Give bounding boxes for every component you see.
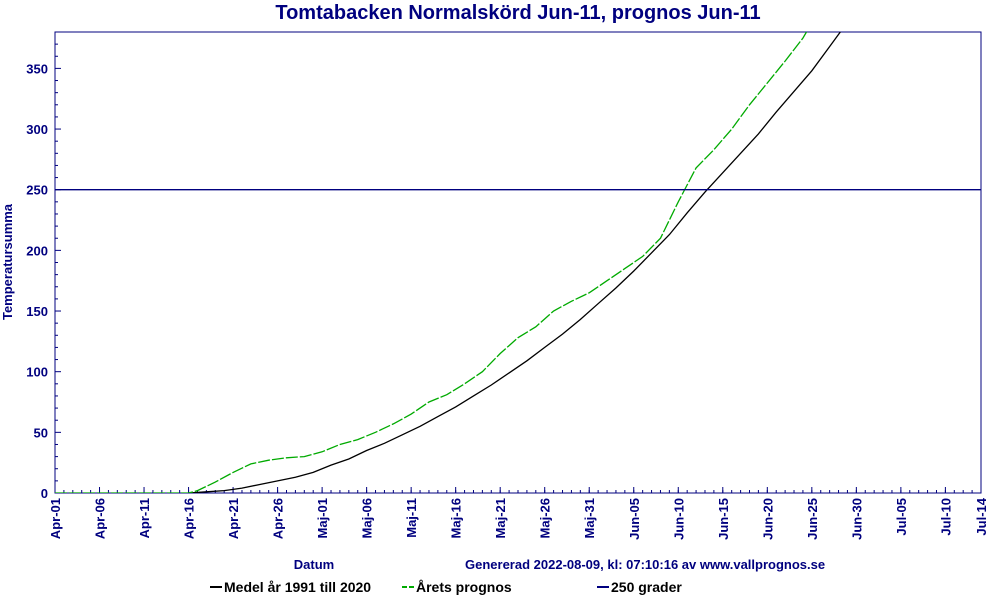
x-tick-label: Apr-26 bbox=[271, 498, 286, 539]
legend: Medel år 1991 till 2020 Årets prognos 250 … bbox=[210, 579, 682, 595]
legend-label: Medel år 1991 till 2020 bbox=[224, 579, 371, 595]
x-tick-label: Jun-25 bbox=[805, 498, 820, 540]
x-tick-label: Maj-31 bbox=[582, 498, 597, 538]
series-line-0 bbox=[188, 32, 842, 493]
y-tick-label: 250 bbox=[26, 183, 48, 198]
x-tick-label: Maj-01 bbox=[315, 498, 330, 538]
plot-area bbox=[54, 31, 982, 494]
x-tick-label: Apr-16 bbox=[182, 498, 197, 539]
series-layer bbox=[55, 32, 981, 493]
x-tick-label: Jun-30 bbox=[849, 498, 864, 540]
x-tick-label: Jun-15 bbox=[716, 498, 731, 540]
x-tick-label: Apr-01 bbox=[48, 498, 63, 539]
x-tick-label: Maj-26 bbox=[538, 498, 553, 538]
x-tick-label: Apr-06 bbox=[93, 498, 108, 539]
y-tick-label: 0 bbox=[41, 486, 48, 501]
y-axis-label: Temperatursumma bbox=[0, 203, 15, 320]
footer-text: Genererad 2022-08-09, kl: 07:10:16 av ww… bbox=[465, 557, 825, 572]
x-tick-label: Maj-11 bbox=[404, 498, 419, 538]
x-tick-label: Apr-21 bbox=[226, 498, 241, 539]
x-tick-label: Maj-06 bbox=[360, 498, 375, 538]
y-tick-label: 300 bbox=[26, 122, 48, 137]
chart-title: Tomtabacken Normalskörd Jun-11, prognos … bbox=[275, 2, 760, 24]
x-tick-label: Maj-16 bbox=[449, 498, 464, 538]
y-tick-label: 150 bbox=[26, 304, 48, 319]
x-tick-label: Jul-05 bbox=[894, 498, 909, 536]
x-axis: Apr-01 Apr-06 Apr-11 Apr-16 Apr-21 Apr-26 Maj-… bbox=[48, 487, 989, 540]
legend-label: Årets prognos bbox=[416, 579, 512, 595]
y-tick-label: 100 bbox=[26, 365, 48, 380]
x-tick-label: Apr-11 bbox=[137, 498, 152, 538]
y-tick-label: 350 bbox=[26, 61, 48, 76]
x-tick-label: Jun-20 bbox=[760, 498, 775, 540]
x-tick-label: Jun-10 bbox=[671, 498, 686, 540]
x-tick-label: Jul-14 bbox=[974, 497, 989, 535]
x-axis-label: Datum bbox=[294, 557, 334, 572]
y-tick-label: 50 bbox=[34, 425, 48, 440]
legend-label: 250 grader bbox=[611, 579, 682, 595]
x-tick-label: Maj-21 bbox=[493, 498, 508, 538]
y-tick-label: 200 bbox=[26, 243, 48, 258]
x-tick-label: Jul-10 bbox=[938, 498, 953, 536]
series-line-1 bbox=[55, 32, 808, 493]
x-tick-label: Jun-05 bbox=[627, 498, 642, 540]
